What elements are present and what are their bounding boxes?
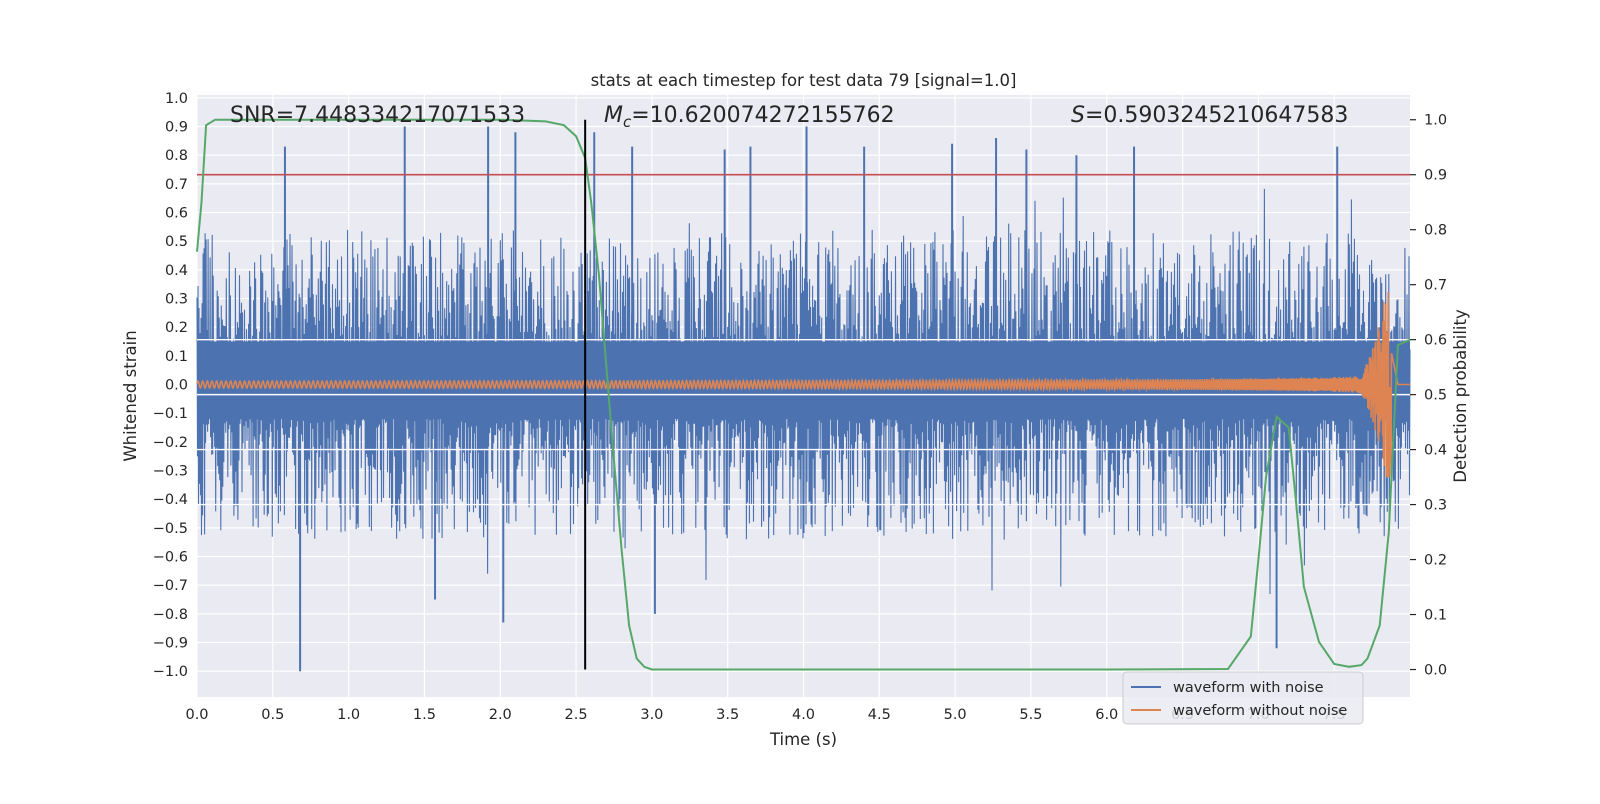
y2-tick-label: 0.2 xyxy=(1424,553,1447,569)
snr-annotation: SNR=7.448334217071533 xyxy=(230,103,525,128)
y-tick-label: 0.7 xyxy=(165,177,188,193)
y2-tick-label: 0.9 xyxy=(1424,168,1447,184)
y2-tick-label: 0.6 xyxy=(1424,333,1447,349)
x-tick-label: 5.5 xyxy=(1019,707,1042,723)
y-tick-label: −0.8 xyxy=(153,607,188,623)
x-tick-label: 4.0 xyxy=(792,707,815,723)
x-tick-label: 3.5 xyxy=(716,707,739,723)
y2-tick-label: 0.8 xyxy=(1424,223,1447,239)
x-tick-label: 2.0 xyxy=(489,707,512,723)
y-tick-label: −0.2 xyxy=(153,435,188,451)
mc-value: =10.620074272155762 xyxy=(631,103,894,128)
y-axis-label: Whitened strain xyxy=(121,330,140,461)
legend: waveform with noise waveform without noi… xyxy=(1123,672,1363,724)
y-tick-label: 0.9 xyxy=(165,120,188,136)
y2-tick-label: 0.0 xyxy=(1424,663,1447,679)
y-tick-label: 0.0 xyxy=(165,378,188,394)
x-tick-label: 6.0 xyxy=(1095,707,1118,723)
y2-tick-label: 0.5 xyxy=(1424,388,1447,404)
x-tick-label: 4.5 xyxy=(868,707,891,723)
legend-label-clean: waveform without noise xyxy=(1173,703,1347,719)
x-tick-label: 1.0 xyxy=(337,707,360,723)
y-tick-label: −1.0 xyxy=(153,664,188,680)
y-tick-label: −0.3 xyxy=(153,464,188,480)
y2-tick-label: 0.3 xyxy=(1424,498,1447,514)
x-tick-label: 3.0 xyxy=(640,707,663,723)
x-tick-label: 2.5 xyxy=(565,707,588,723)
y2-axis-label: Detection probability xyxy=(1451,309,1470,483)
y-tick-label: −0.5 xyxy=(153,521,188,537)
y-tick-label: −0.1 xyxy=(153,406,188,422)
x-tick-label: 1.5 xyxy=(413,707,436,723)
y-tick-label: 0.1 xyxy=(165,349,188,365)
y-tick-label: 0.2 xyxy=(165,320,188,336)
y2-tick-label: 0.4 xyxy=(1424,443,1447,459)
x-tick-label: 0.5 xyxy=(261,707,284,723)
y-tick-label: −0.4 xyxy=(153,492,188,508)
y-tick-label: −0.7 xyxy=(153,578,188,594)
y-tick-label: 0.8 xyxy=(165,148,188,164)
y-tick-label: 0.6 xyxy=(165,206,188,222)
s-value: =0.5903245210647583 xyxy=(1085,103,1348,128)
x-tick-label: 5.0 xyxy=(944,707,967,723)
y2-tick-label: 0.1 xyxy=(1424,608,1447,624)
y2-tick-label: 0.7 xyxy=(1424,278,1447,294)
chirp-mass-annotation: Mc=10.620074272155762 xyxy=(604,103,895,131)
s-symbol: S xyxy=(1071,103,1085,128)
x-axis-label: Time (s) xyxy=(769,730,837,749)
y-tick-label: 1.0 xyxy=(165,91,188,107)
y-tick-label: −0.6 xyxy=(153,550,188,566)
chart-title: stats at each timestep for test data 79 … xyxy=(591,71,1017,90)
y2-tick-label: 1.0 xyxy=(1424,113,1447,129)
y-tick-label: 0.5 xyxy=(165,234,188,250)
y-tick-label: −0.9 xyxy=(153,636,188,652)
y-tick-label: 0.3 xyxy=(165,292,188,308)
y-tick-label: 0.4 xyxy=(165,263,188,279)
legend-label-noise: waveform with noise xyxy=(1173,680,1324,696)
x-tick-label: 0.0 xyxy=(185,707,208,723)
s-annotation: S=0.5903245210647583 xyxy=(1071,103,1348,128)
mc-symbol: M xyxy=(604,103,623,128)
